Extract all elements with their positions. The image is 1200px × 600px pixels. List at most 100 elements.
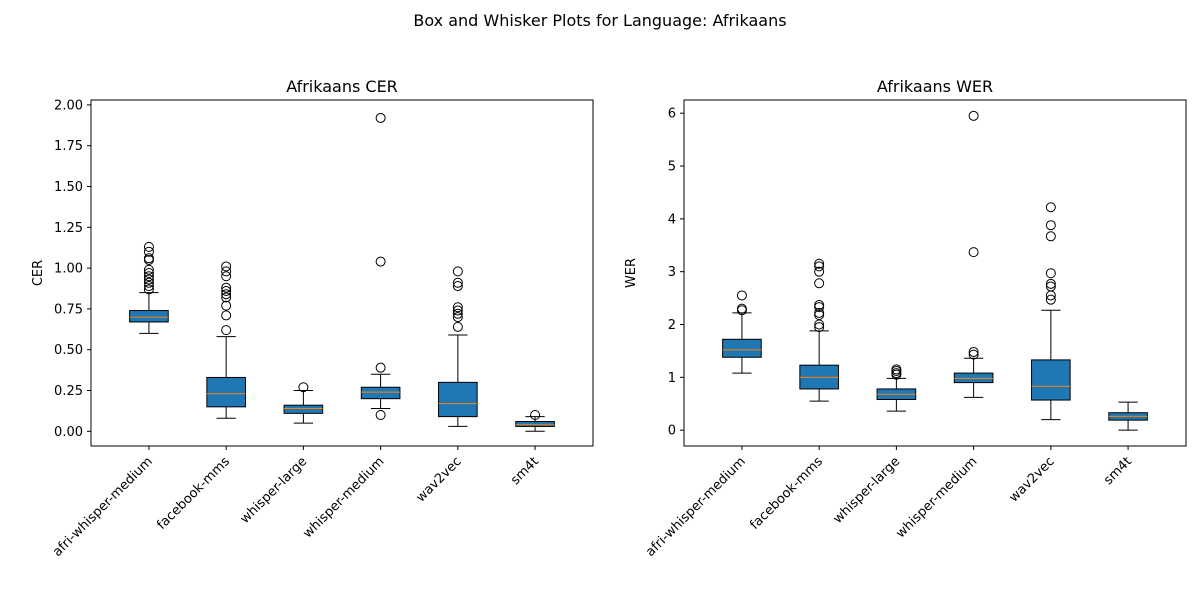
wer-x-tick-label: wav2vec xyxy=(1006,454,1057,505)
cer-box-whisper-large xyxy=(283,382,324,424)
outlier-point xyxy=(375,256,386,267)
cer-plot-frame xyxy=(90,99,594,447)
cer-x-tick-label: wav2vec xyxy=(413,454,464,505)
wer-box-sm4t xyxy=(1108,401,1148,431)
outlier-point xyxy=(530,409,541,420)
outlier-point xyxy=(1045,220,1056,231)
outlier-point xyxy=(814,299,825,310)
outlier-point xyxy=(814,261,825,272)
outlier-point xyxy=(221,261,232,272)
cer-box-afri-whisper-medium xyxy=(129,241,169,334)
wer-y-axis-label: WER xyxy=(624,258,639,288)
outlier-point xyxy=(452,305,463,316)
outlier-point xyxy=(221,292,232,303)
iqr-box xyxy=(515,421,555,427)
wer-y-tick-label: 0 xyxy=(668,424,676,439)
outlier-point xyxy=(452,302,463,313)
wer-plot-frame xyxy=(683,99,1187,447)
wer-y-tick-label: 2 xyxy=(668,318,676,333)
cer-box-wav2vec xyxy=(438,266,478,427)
cer-box-facebook-mms xyxy=(206,261,246,419)
figure-title: Box and Whisker Plots for Language: Afri… xyxy=(413,11,786,30)
wer-x-tick-label: afri-whisper-medium xyxy=(643,454,749,560)
iqr-box xyxy=(206,376,246,408)
cer-x-tick-label: afri-whisper-medium xyxy=(50,454,156,560)
wer-y-tick-label: 4 xyxy=(668,212,676,227)
cer-x-tick-label: whisper-medium xyxy=(300,454,387,541)
iqr-box xyxy=(360,386,401,400)
cer-y-tick-label: 1.25 xyxy=(54,221,83,236)
outlier-point xyxy=(736,290,747,301)
cer-y-tick-label: 0.50 xyxy=(54,343,83,358)
outlier-point xyxy=(221,266,232,277)
outlier-point xyxy=(814,278,825,289)
cer-y-tick-label: 0.25 xyxy=(54,384,83,399)
outlier-point xyxy=(143,277,154,288)
iqr-box xyxy=(722,338,762,358)
wer-y-tick-label: 3 xyxy=(668,265,676,280)
cer-box-sm4t xyxy=(515,409,555,432)
wer-chart-title: Afrikaans WER xyxy=(877,77,993,96)
outlier-point xyxy=(452,321,463,332)
outlier-point xyxy=(814,322,825,333)
outlier-point xyxy=(452,277,463,288)
outlier-point xyxy=(143,271,154,282)
wer-box-afri-whisper-medium xyxy=(722,290,762,374)
cer-x-tick-label: facebook-mms xyxy=(154,454,233,533)
outlier-point xyxy=(968,247,979,258)
outlier-point xyxy=(143,253,154,264)
outlier-point xyxy=(143,281,154,292)
cer-y-axis-label: CER xyxy=(31,260,46,286)
outlier-point xyxy=(968,110,979,121)
outlier-point xyxy=(375,362,386,373)
cer-x-tick-label: sm4t xyxy=(508,454,542,488)
outlier-point xyxy=(814,307,825,318)
outlier-point xyxy=(814,258,825,269)
outlier-point xyxy=(375,112,386,123)
cer-y-tick-label: 0.00 xyxy=(54,425,83,440)
iqr-box xyxy=(438,381,478,418)
wer-x-tick-label: whisper-medium xyxy=(893,454,980,541)
outlier-point xyxy=(143,246,154,257)
wer-x-tick-label: whisper-large xyxy=(831,454,904,527)
cer-box-whisper-medium xyxy=(360,112,401,420)
cer-y-tick-label: 1.75 xyxy=(54,139,83,154)
wer-y-tick-label: 1 xyxy=(668,371,676,386)
wer-x-tick-label: sm4t xyxy=(1101,454,1135,488)
outlier-point xyxy=(1045,268,1056,279)
outlier-point xyxy=(814,319,825,330)
outlier-point xyxy=(221,271,232,282)
iqr-box xyxy=(129,310,169,323)
outlier-point xyxy=(143,274,154,285)
outlier-point xyxy=(221,289,232,300)
outlier-point xyxy=(968,349,979,360)
wer-chart: Afrikaans WER WER 0 1 2 3 4 5 6 afri-whisper-medi… xyxy=(624,77,1187,560)
outlier-point xyxy=(143,264,154,275)
outlier-point xyxy=(221,310,232,321)
outlier-point xyxy=(452,312,463,323)
wer-box-facebook-mms xyxy=(799,258,839,402)
iqr-box xyxy=(283,404,324,414)
wer-box-whisper-medium xyxy=(953,110,994,398)
outlier-point xyxy=(968,346,979,357)
cer-chart: Afrikaans CER CER 0.00 0.25 0.50 0.75 1.00 1.25… xyxy=(31,77,594,560)
outlier-point xyxy=(814,266,825,277)
cer-y-tick-label: 1.50 xyxy=(54,180,83,195)
wer-box-wav2vec xyxy=(1031,202,1071,421)
outlier-point xyxy=(1045,294,1056,305)
outlier-point xyxy=(221,285,232,296)
outlier-point xyxy=(452,266,463,277)
cer-chart-title: Afrikaans CER xyxy=(286,77,398,96)
outlier-point xyxy=(221,325,232,336)
cer-y-tick-label: 1.00 xyxy=(54,262,83,277)
iqr-box xyxy=(1031,359,1071,401)
cer-y-tick-label: 0.75 xyxy=(54,302,83,317)
outlier-point xyxy=(1045,231,1056,242)
iqr-box xyxy=(953,372,994,384)
outlier-point xyxy=(452,308,463,319)
outlier-point xyxy=(1045,281,1056,292)
wer-box-whisper-large xyxy=(876,364,917,412)
outlier-point xyxy=(891,364,902,375)
outlier-point xyxy=(221,282,232,293)
